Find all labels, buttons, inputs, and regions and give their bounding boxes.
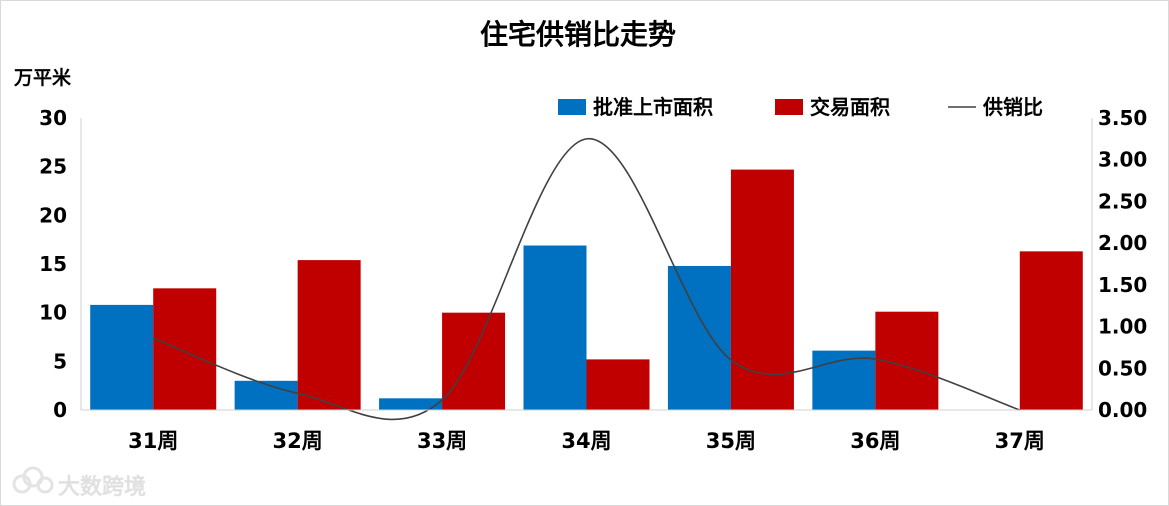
transaction-area-bar <box>297 260 361 410</box>
right-tick-label: 3.50 <box>1098 106 1147 130</box>
transaction-area-bar <box>1019 251 1083 410</box>
x-tick-label: 37周 <box>995 429 1045 453</box>
cloud-logo-icon <box>12 466 54 494</box>
right-tick-label: 2.50 <box>1098 189 1147 213</box>
x-tick-label: 34周 <box>561 429 611 453</box>
x-tick-label: 36周 <box>850 429 900 453</box>
approved-area-bar <box>90 304 154 410</box>
transaction-area-bar <box>442 312 506 410</box>
right-tick-label: 3.00 <box>1098 148 1147 172</box>
legend-label: 交易面积 <box>810 95 890 119</box>
watermark: 大数跨境 <box>12 466 146 500</box>
left-tick-label: 0 <box>53 398 67 422</box>
legend-swatch <box>558 99 586 115</box>
x-tick-label: 32周 <box>273 429 323 453</box>
left-tick-label: 30 <box>39 106 67 130</box>
approved-area-bar <box>234 380 298 410</box>
right-tick-label: 1.50 <box>1098 273 1147 297</box>
approved-area-bar <box>523 245 587 410</box>
x-axis-labels: 31周 32周 33周 34周 35周 36周 37周 <box>128 429 1045 453</box>
left-tick-label: 10 <box>39 301 67 325</box>
right-tick-label: 0.00 <box>1098 398 1147 422</box>
transaction-area-bar <box>586 359 650 410</box>
right-tick-label: 1.00 <box>1098 315 1147 339</box>
axes <box>80 118 1093 411</box>
approved-area-bar <box>379 398 443 410</box>
legend-label: 批准上市面积 <box>593 95 713 119</box>
transaction-area-bar <box>153 288 217 410</box>
right-tick-label: 0.50 <box>1098 356 1147 380</box>
right-tick-label: 2.00 <box>1098 231 1147 255</box>
legend-swatch <box>775 99 803 115</box>
left-tick-label: 20 <box>39 203 67 227</box>
supply-demand-ratio-line <box>152 138 1021 421</box>
y-axis-unit-label: 万平米 <box>13 66 72 89</box>
bars-group <box>90 169 1083 410</box>
left-axis-ticks: 0 5 10 15 20 25 30 <box>39 106 67 422</box>
left-tick-label: 15 <box>39 252 67 276</box>
right-axis-ticks: 0.00 0.50 1.00 1.50 2.00 2.50 3.00 3.50 <box>1098 106 1147 422</box>
x-tick-label: 35周 <box>706 429 756 453</box>
x-tick-label: 33周 <box>417 429 467 453</box>
approved-area-bar <box>667 265 731 410</box>
x-tick-label: 31周 <box>128 429 178 453</box>
legend-label: 供销比 <box>982 95 1043 119</box>
legend: 批准上市面积 交易面积 供销比 <box>558 95 1043 119</box>
watermark-text: 大数跨境 <box>58 474 146 500</box>
transaction-area-bar <box>730 169 794 410</box>
left-tick-label: 5 <box>53 349 67 373</box>
chart-title: 住宅供销比走势 <box>480 18 676 51</box>
left-tick-label: 25 <box>39 155 67 179</box>
